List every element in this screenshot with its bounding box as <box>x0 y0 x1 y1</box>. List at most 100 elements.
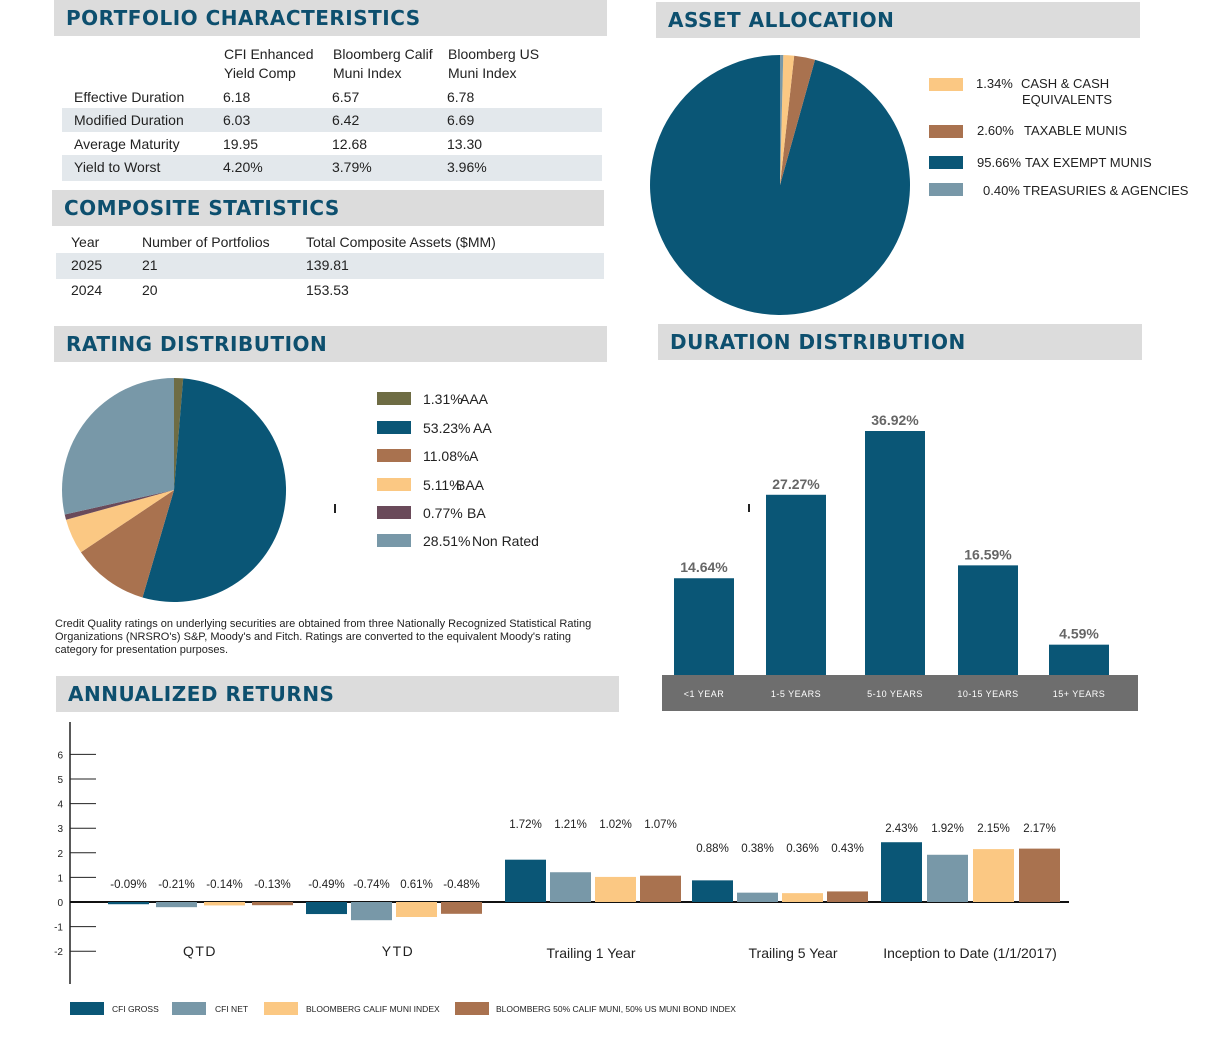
legend-pct: 11.08% <box>423 448 470 464</box>
legend-pct: 1.31% <box>423 391 463 407</box>
stray-tick-mark <box>334 504 336 513</box>
returns-bar <box>252 902 293 906</box>
legend-pct: 53.23% <box>423 420 471 436</box>
row-count: 21 <box>142 257 158 273</box>
bar-value-label: 4.59% <box>1059 626 1099 642</box>
legend-pct: 0.77% <box>423 505 463 521</box>
duration-distribution-title: DURATION DISTRIBUTION <box>670 330 966 354</box>
pie-slice-aa <box>142 378 287 603</box>
bar-value-label: 16.59% <box>964 546 1012 562</box>
row-value: 3.96% <box>447 159 487 175</box>
bar-value-label: 2.15% <box>977 823 1010 835</box>
rating-distribution-title: RATING DISTRIBUTION <box>66 332 328 356</box>
annualized-returns-title: ANNUALIZED RETURNS <box>68 682 335 706</box>
row-value: 6.78 <box>447 89 475 105</box>
returns-bar <box>595 876 636 902</box>
bar-value-label: 1.02% <box>599 819 632 831</box>
duration-distribution-header: DURATION DISTRIBUTION <box>658 324 1142 360</box>
legend-swatch <box>455 1002 489 1015</box>
row-label: Yield to Worst <box>74 159 161 175</box>
row-value: 6.03 <box>223 112 251 128</box>
bar-value-label: 27.27% <box>772 476 820 492</box>
returns-bar <box>973 849 1014 902</box>
legend-swatch <box>377 449 411 462</box>
portfolio-characteristics-title: PORTFOLIO CHARACTERISTICS <box>66 6 421 30</box>
legend-label: AA <box>473 420 492 436</box>
legend-pct: 1.34% <box>976 76 1013 91</box>
legend-label: BLOOMBERG 50% CALIF MUNI, 50% US MUNI BO… <box>496 1004 736 1014</box>
y-tick-label: 0 <box>57 898 63 909</box>
table-row: Yield to Worst 4.20% 3.79% 3.96% <box>62 155 602 181</box>
legend-pct: 28.51% <box>423 533 471 549</box>
table-row: Effective Duration 6.18 6.57 6.78 <box>62 85 602 109</box>
legend-swatch <box>377 534 411 547</box>
credit-quality-note: Credit Quality ratings on underlying sec… <box>55 618 592 656</box>
row-value: 19.95 <box>223 136 259 152</box>
y-tick-label: -1 <box>54 923 63 934</box>
bar-value-label: 0.38% <box>741 843 774 855</box>
returns-bar <box>505 859 546 902</box>
y-tick-label: -2 <box>54 947 63 958</box>
col-header: Year <box>71 234 100 250</box>
legend-swatch <box>929 125 963 138</box>
portfolio-col-3: Bloomberg US Muni Index <box>448 46 540 81</box>
rating-distribution-header: RATING DISTRIBUTION <box>54 326 607 362</box>
bar-value-label: 2.43% <box>885 823 918 835</box>
category-label: Trailing 5 Year <box>749 945 838 961</box>
bar-value-label: 1.72% <box>509 819 542 831</box>
returns-bar <box>782 893 823 902</box>
bar-value-label: 0.43% <box>831 843 864 855</box>
row-value: 13.30 <box>447 136 483 152</box>
y-tick-label: 4 <box>57 800 63 811</box>
bar-value-label: -0.09% <box>110 879 146 891</box>
row-label: Average Maturity <box>74 136 180 152</box>
bar-value-label: 1.92% <box>931 823 964 835</box>
legend-swatch <box>929 156 963 169</box>
legend-pct: 0.40% <box>983 183 1020 198</box>
composite-statistics-title: COMPOSITE STATISTICS <box>64 196 340 220</box>
legend-swatch <box>377 478 411 491</box>
row-value: 6.18 <box>223 89 251 105</box>
row-year: 2025 <box>71 257 103 273</box>
duration-bar <box>766 494 826 675</box>
row-count: 20 <box>142 282 158 298</box>
stray-tick-mark <box>748 504 750 512</box>
row-label: Modified Duration <box>74 112 184 128</box>
row-value: 6.69 <box>447 112 475 128</box>
category-label: <1 YEAR <box>684 689 725 699</box>
y-tick-label: 3 <box>57 824 63 835</box>
category-label: Inception to Date (1/1/2017) <box>883 945 1057 961</box>
bar-value-label: 0.36% <box>786 843 819 855</box>
returns-bar <box>108 902 149 905</box>
legend-pct: 95.66% <box>977 155 1022 170</box>
category-label: YTD <box>382 943 415 959</box>
legend-label: AAA <box>460 391 489 407</box>
returns-bar <box>351 902 392 921</box>
category-label: 10-15 YEARS <box>957 689 1018 699</box>
returns-bar <box>927 854 968 902</box>
returns-bar <box>306 902 347 915</box>
bar-value-label: -0.13% <box>254 879 290 891</box>
bar-value-label: 36.92% <box>871 412 919 428</box>
returns-bar <box>1019 848 1060 902</box>
returns-bar <box>881 842 922 902</box>
returns-bar <box>156 902 197 908</box>
legend-swatch <box>264 1002 298 1015</box>
col-header: Number of Portfolios <box>142 234 270 250</box>
category-label: Trailing 1 Year <box>547 945 636 961</box>
returns-bar <box>640 875 681 902</box>
rating-distribution-pie <box>62 378 287 603</box>
table-row: 2025 21 139.81 <box>56 253 604 279</box>
pie-slice-non-rated <box>62 378 174 515</box>
row-value: 4.20% <box>223 159 263 175</box>
legend-swatch <box>929 183 963 196</box>
category-label: 15+ YEARS <box>1053 689 1106 699</box>
legend-label: CASH & CASH <box>1021 76 1110 91</box>
duration-bar <box>865 431 925 675</box>
portfolio-col-1: CFI Enhanced Yield Comp <box>224 46 314 81</box>
asset-allocation-pie <box>650 54 911 315</box>
duration-bar <box>674 578 734 675</box>
category-label: QTD <box>183 943 217 959</box>
category-axis-band <box>662 675 1138 711</box>
legend-swatch <box>377 421 411 434</box>
